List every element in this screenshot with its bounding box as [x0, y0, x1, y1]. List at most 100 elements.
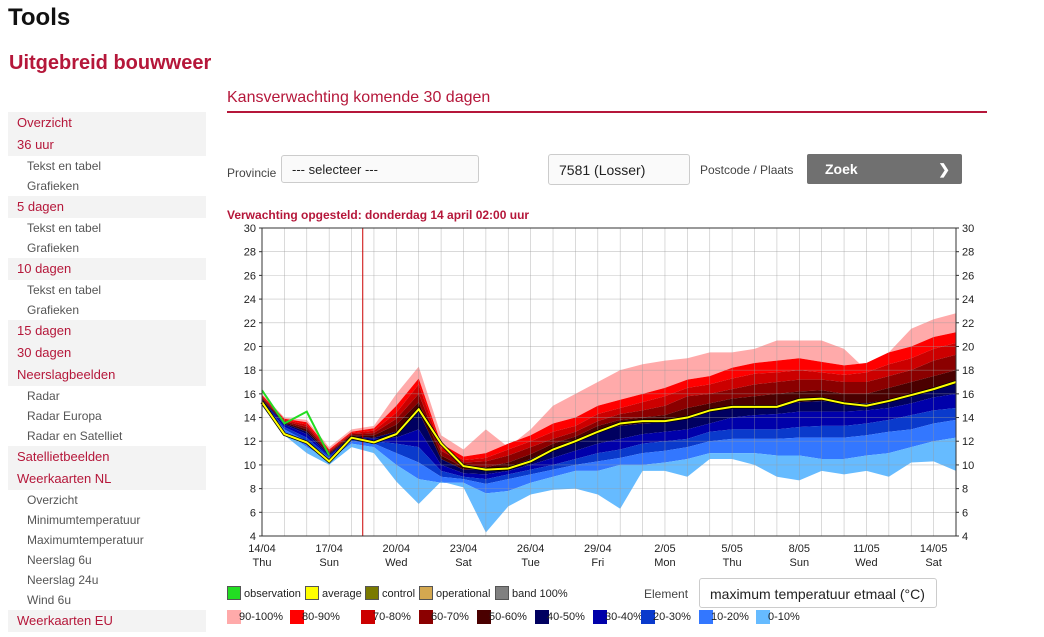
x-tick-date: 23/04: [450, 543, 478, 555]
sidebar-item[interactable]: Grafieken: [27, 179, 80, 193]
sidebar-item[interactable]: Radar Europa: [27, 409, 102, 423]
y-tick-label-left: 4: [250, 531, 256, 543]
legend-label: 80-90%: [302, 611, 340, 623]
sidebar-item[interactable]: 10 dagen: [8, 258, 206, 280]
sidebar-item[interactable]: Satellietbeelden: [8, 446, 206, 468]
x-tick-date: 2/05: [654, 543, 675, 555]
element-select[interactable]: maximum temperatuur etmaal (°C): [699, 578, 937, 608]
sidebar-item[interactable]: Neerslagbeelden: [8, 364, 206, 386]
average-line: [261, 381, 957, 471]
sidebar-item[interactable]: Neerslag 24u: [27, 573, 99, 587]
legend-swatch: [305, 586, 319, 600]
page-subtitle: Uitgebreid bouwweer: [9, 52, 212, 74]
y-tick-label-left: 16: [244, 389, 256, 401]
y-tick-label-right: 26: [962, 270, 974, 282]
legend-swatch: [535, 610, 549, 624]
legend-swatch: [419, 586, 433, 600]
probability-band: [262, 405, 956, 533]
legend-label: 20-30%: [653, 611, 691, 623]
plot-frame: [261, 227, 957, 537]
sidebar-item[interactable]: Grafieken: [27, 241, 80, 255]
chevron-right-icon: ❯: [938, 161, 950, 177]
y-tick-label-left: 14: [244, 413, 256, 425]
x-tick-weekday: Sat: [925, 557, 942, 569]
sidebar-item[interactable]: 5 dagen: [8, 196, 206, 218]
forecast-issued-text: Verwachting opgesteld: donderdag 14 apri…: [227, 208, 530, 222]
legend-label: 10-20%: [711, 611, 749, 623]
postcode-input[interactable]: 7581 (Losser): [548, 154, 690, 185]
legend-swatch: [361, 610, 375, 624]
section-divider: [227, 111, 987, 113]
sidebar-item[interactable]: Weerkaarten EU: [8, 610, 206, 632]
legend-label: operational: [436, 588, 491, 600]
sidebar-item[interactable]: 36 uur: [8, 134, 206, 156]
sidebar-item[interactable]: Tekst en tabel: [27, 221, 102, 235]
legend-swatch: [477, 610, 491, 624]
sidebar-item[interactable]: 15 dagen: [8, 320, 206, 342]
sidebar-item[interactable]: Overzicht: [8, 112, 206, 134]
y-tick-label-left: 12: [244, 436, 256, 448]
element-label: Element: [644, 587, 689, 601]
probability-band: [262, 403, 956, 494]
legend-swatch: [699, 610, 713, 624]
legend-label: 70-80%: [373, 611, 411, 623]
sidebar-item[interactable]: Maximumtemperatuur: [27, 533, 144, 547]
sidebar-item[interactable]: Tekst en tabel: [27, 283, 102, 297]
sidebar-item[interactable]: Overzicht: [27, 493, 78, 507]
sidebar-item[interactable]: Weerkaarten NL: [8, 468, 206, 490]
postcode-label: Postcode / Plaats: [700, 163, 794, 177]
legend-label: band 100%: [512, 588, 568, 600]
probability-band: [262, 354, 956, 468]
observation-line: [261, 389, 331, 456]
x-tick-date: 8/05: [789, 543, 810, 555]
sidebar-item[interactable]: Tekst en tabel: [27, 159, 102, 173]
sidebar-nav: Overzicht 36 uur Tekst en tabel Grafieken 5 …: [8, 112, 206, 632]
sidebar-item[interactable]: Radar: [27, 389, 60, 403]
legend-swatch: [641, 610, 655, 624]
sidebar-item[interactable]: 30 dagen: [8, 342, 206, 364]
legend-swatch: [227, 586, 241, 600]
y-tick-label-right: 16: [962, 389, 974, 401]
legend-label: 60-70%: [431, 611, 469, 623]
y-tick-label-left: 10: [244, 460, 256, 472]
sidebar-item[interactable]: Minimumtemperatuur: [27, 513, 141, 527]
y-tick-label-left: 24: [244, 294, 256, 306]
legend-swatch: [593, 610, 607, 624]
x-tick-weekday: Thu: [723, 557, 742, 569]
province-select[interactable]: --- selecteer ---: [281, 155, 479, 183]
sidebar-item[interactable]: Wind 6u: [27, 593, 72, 607]
x-tick-weekday: Tue: [521, 557, 540, 569]
legend-swatch: [495, 586, 509, 600]
sidebar-item[interactable]: Grafieken: [27, 303, 80, 317]
probability-band: [262, 393, 956, 480]
x-tick-weekday: Thu: [253, 557, 272, 569]
x-tick-weekday: Sun: [319, 557, 339, 569]
province-label: Provincie: [227, 166, 277, 180]
legend-swatch: [756, 610, 770, 624]
y-tick-label-right: 30: [962, 223, 974, 235]
y-tick-label-left: 26: [244, 270, 256, 282]
y-tick-label-left: 30: [244, 223, 256, 235]
x-tick-weekday: Mon: [654, 557, 675, 569]
x-tick-date: 26/04: [517, 543, 545, 555]
temperature-probability-chart: 4 4 6 6 8 8 10 10 12 12 14 14 16 16 18 18 20 20 22 22 24 24 26…: [244, 223, 975, 569]
y-tick-label-right: 8: [962, 484, 968, 496]
y-tick-label-right: 18: [962, 365, 974, 377]
y-tick-label-right: 10: [962, 460, 974, 472]
legend-swatch: [227, 610, 241, 624]
legend-label: average: [322, 588, 362, 600]
legend-label: 50-60%: [489, 611, 527, 623]
x-tick-date: 20/04: [383, 543, 411, 555]
probability-band: [262, 332, 956, 461]
probability-band: [262, 313, 956, 457]
sidebar-item[interactable]: Radar en Satelliet: [27, 429, 123, 443]
legend-label: observation: [244, 588, 301, 600]
legend-label: 40-50%: [547, 611, 585, 623]
search-button[interactable]: Zoek ❯: [807, 154, 962, 184]
y-tick-label-right: 22: [962, 318, 974, 330]
x-tick-date: 29/04: [584, 543, 612, 555]
y-tick-label-right: 4: [962, 531, 968, 543]
x-tick-weekday: Wed: [385, 557, 407, 569]
y-tick-label-right: 12: [962, 436, 974, 448]
sidebar-item[interactable]: Neerslag 6u: [27, 553, 92, 567]
